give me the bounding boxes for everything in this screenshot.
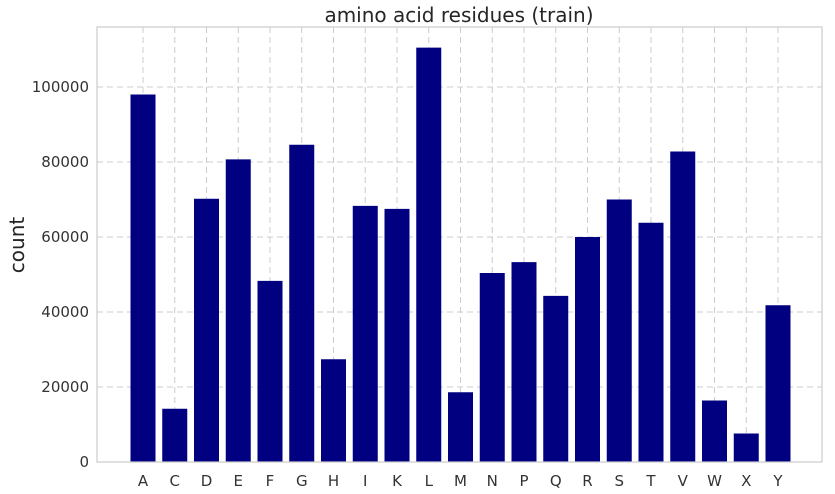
x-tick-label: V xyxy=(678,472,689,490)
chart-title: amino acid residues (train) xyxy=(324,3,593,27)
x-tick-label: N xyxy=(487,472,498,490)
x-tick-label: S xyxy=(614,472,624,490)
bar-N xyxy=(479,273,505,462)
bar-H xyxy=(321,359,346,462)
bar-C xyxy=(162,408,188,462)
x-tick-label: I xyxy=(363,472,367,490)
x-tick-label: E xyxy=(234,472,243,490)
bar-I xyxy=(352,205,378,462)
bar-E xyxy=(225,159,251,462)
x-tick-label: M xyxy=(454,472,467,490)
bar-M xyxy=(448,392,473,462)
x-tick-label: F xyxy=(266,472,275,490)
bar-R xyxy=(575,237,600,462)
y-tick-label: 40000 xyxy=(41,303,89,321)
bar-Q xyxy=(543,295,569,462)
x-tick-label: L xyxy=(425,472,434,490)
bar-T xyxy=(638,222,664,462)
bar-V xyxy=(670,151,696,462)
x-tick-label: Y xyxy=(772,472,783,490)
bar-D xyxy=(194,198,219,462)
x-tick-label: G xyxy=(296,472,308,490)
x-tick-label: K xyxy=(392,472,403,490)
y-axis-label: count xyxy=(5,217,29,274)
bar-W xyxy=(702,400,727,462)
x-tick-label: Q xyxy=(550,472,562,490)
bar-S xyxy=(606,199,632,462)
x-tick-label: H xyxy=(328,472,339,490)
y-tick-label: 20000 xyxy=(41,378,89,396)
bar-A xyxy=(130,94,156,462)
y-tick-labels: 0 20000 40000 60000 80000 100000 xyxy=(32,78,89,471)
bar-P xyxy=(511,262,537,462)
x-tick-label: X xyxy=(741,472,751,490)
y-tick-label: 0 xyxy=(79,453,89,471)
bar-X xyxy=(733,433,759,462)
x-tick-label: W xyxy=(707,472,722,490)
bar-Y xyxy=(765,305,791,462)
bar-K xyxy=(384,208,410,462)
bar-F xyxy=(257,280,283,462)
bars xyxy=(130,47,791,462)
y-tick-label: 60000 xyxy=(41,228,89,246)
x-tick-label: D xyxy=(201,472,213,490)
plot-frame xyxy=(96,26,823,463)
x-tick-label: A xyxy=(138,472,149,490)
y-tick-label: 80000 xyxy=(41,153,89,171)
x-tick-label: R xyxy=(582,472,592,490)
x-tick-label: P xyxy=(519,472,528,490)
y-tick-label: 100000 xyxy=(32,78,89,96)
bar-G xyxy=(289,144,315,462)
x-tick-label: C xyxy=(170,472,180,490)
x-tick-label: T xyxy=(645,472,656,490)
bar-L xyxy=(416,47,442,462)
